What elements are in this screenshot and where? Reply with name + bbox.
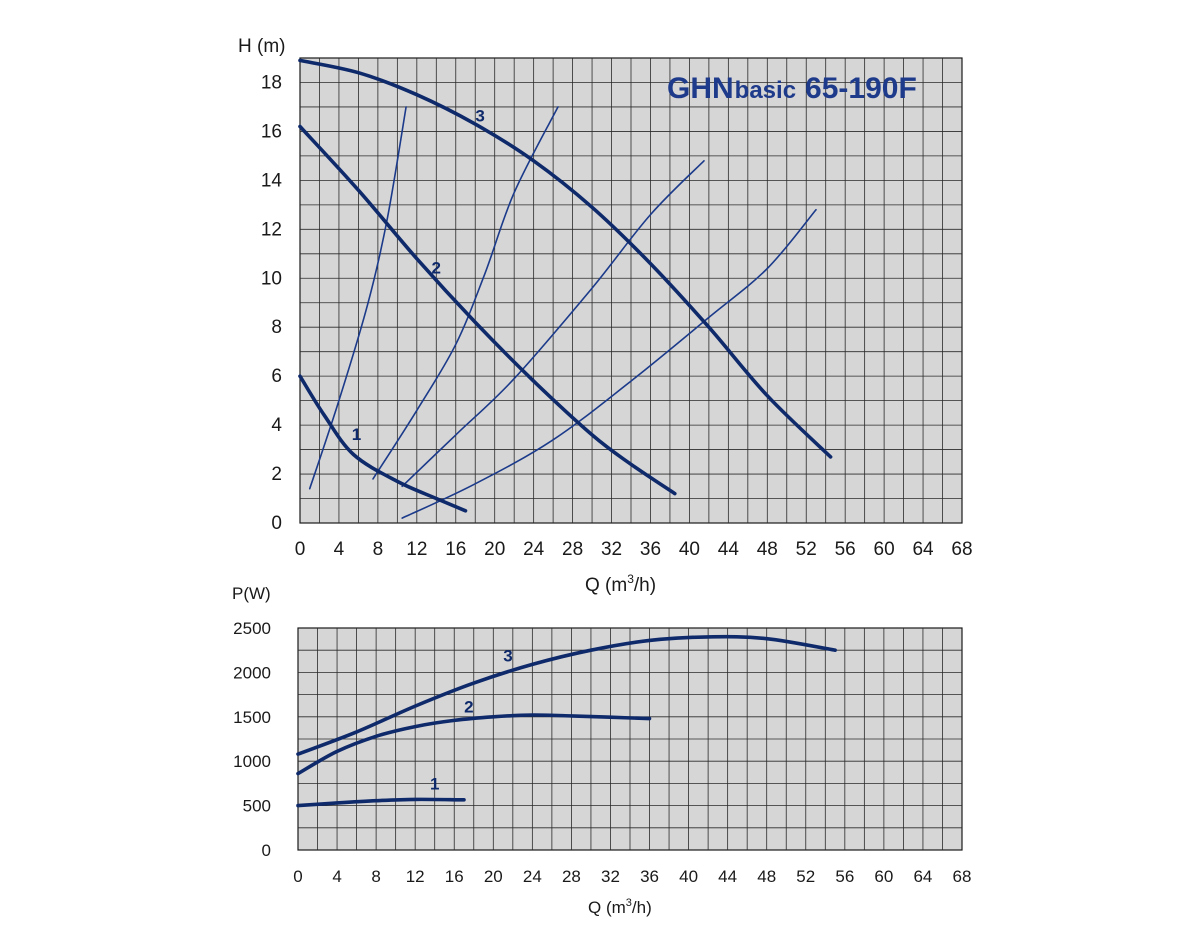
- power-grid: [298, 628, 962, 850]
- chart-title-model: 65-190F: [805, 72, 917, 105]
- x-tick-label: 8: [371, 867, 380, 886]
- power-x-axis-label-tail: /h): [632, 898, 652, 917]
- x-tick-label: 24: [523, 867, 542, 886]
- y-tick-label: 16: [261, 121, 282, 142]
- x-tick-label: 28: [562, 867, 581, 886]
- y-tick-label: 10: [261, 268, 282, 289]
- system-curve-2: [372, 106, 559, 480]
- power-curve-label-3: 3: [503, 647, 512, 666]
- y-tick-label: 18: [261, 72, 282, 93]
- x-tick-label: 20: [484, 539, 505, 560]
- system-curve-4: [401, 208, 817, 519]
- y-tick-label: 14: [261, 170, 283, 191]
- power-y-tick-labels: 0 500 1000 1500 2000 2500: [233, 619, 271, 860]
- head-x-axis-label-tail: /h): [634, 575, 656, 596]
- x-tick-label: 36: [640, 867, 659, 886]
- power-x-axis-label-sup: 3: [626, 897, 632, 909]
- x-tick-label: 20: [484, 867, 503, 886]
- x-tick-label: 12: [406, 867, 425, 886]
- head-y-axis-label: H (m): [238, 36, 285, 57]
- x-tick-label: 56: [835, 867, 854, 886]
- power-curves: [296, 634, 837, 808]
- x-tick-label: 40: [679, 539, 700, 560]
- y-tick-label: 4: [271, 415, 282, 436]
- x-tick-label: 44: [718, 867, 737, 886]
- head-x-tick-labels: 0 4 8 12 16 20 24 28 32 36 40 44 48 52 56 60 64 68: [295, 539, 973, 560]
- power-y-axis-label: P(W): [232, 584, 271, 603]
- x-tick-label: 64: [913, 867, 932, 886]
- power-x-axis-label: Q (m3/h): [588, 897, 652, 917]
- x-tick-label: 44: [718, 539, 740, 560]
- head-chart: 123 0 4 8 12 16 20 24 28 32 36 40 44 48 52 56 60 64 68 02…: [238, 36, 973, 596]
- y-tick-label: 2500: [233, 619, 271, 638]
- power-curve-label-2: 2: [464, 697, 473, 716]
- head-curves: [298, 58, 833, 513]
- power-curve-1: [296, 797, 466, 808]
- x-tick-label: 56: [835, 539, 856, 560]
- head-grid: [300, 58, 962, 523]
- x-tick-label: 8: [373, 539, 384, 560]
- power-curve-label-1: 1: [430, 775, 439, 794]
- x-tick-label: 16: [445, 539, 466, 560]
- y-tick-label: 0: [262, 841, 271, 860]
- head-curve-label-1: 1: [352, 425, 361, 444]
- system-curve-3: [401, 160, 705, 488]
- x-tick-label: 40: [679, 867, 698, 886]
- y-tick-label: 1000: [233, 752, 271, 771]
- head-y-tick-labels: 0 2 4 6 8 10 12 14 16 18: [261, 72, 283, 534]
- head-x-axis-label-text: Q (m: [585, 575, 627, 596]
- x-tick-label: 16: [445, 867, 464, 886]
- y-tick-label: 6: [271, 366, 282, 387]
- head-curve-label-2: 2: [432, 258, 441, 277]
- power-chart: 123 0 4 8 12 16 20 24 28 32 36 40 44 48 52 56 60 64 68 05…: [232, 584, 971, 917]
- y-tick-label: 2: [271, 464, 282, 485]
- chart-title-brand: GHN: [667, 72, 734, 105]
- x-tick-label: 52: [796, 867, 815, 886]
- x-tick-label: 32: [601, 867, 620, 886]
- y-tick-label: 12: [261, 219, 282, 240]
- head-curve-label-3: 3: [475, 107, 484, 126]
- x-tick-label: 4: [334, 539, 345, 560]
- power-curve-3: [296, 634, 837, 756]
- y-tick-label: 8: [271, 317, 282, 338]
- x-tick-label: 4: [332, 867, 341, 886]
- head-curve-2: [298, 124, 677, 496]
- y-tick-label: 500: [243, 797, 271, 816]
- x-tick-label: 24: [523, 539, 545, 560]
- x-tick-label: 0: [293, 867, 302, 886]
- power-curve-labels: 1 2 3: [430, 647, 513, 794]
- y-tick-label: 1500: [233, 708, 271, 727]
- chart-title: GHNbasic 65-190F: [667, 72, 917, 105]
- head-x-axis-label-sup: 3: [627, 572, 634, 586]
- power-curve-2: [296, 713, 652, 776]
- x-tick-label: 68: [953, 867, 972, 886]
- y-tick-label: 2000: [233, 663, 271, 682]
- head-curve-labels: 1 2 3: [352, 107, 485, 444]
- head-curve-3: [298, 58, 833, 459]
- power-x-tick-labels: 0 4 8 12 16 20 24 28 32 36 40 44 48 52 56 60 64 68: [293, 867, 971, 886]
- x-tick-label: 48: [757, 539, 778, 560]
- x-tick-label: 64: [912, 539, 934, 560]
- head-x-axis-label: Q (m3/h): [585, 572, 656, 596]
- x-tick-label: 68: [951, 539, 972, 560]
- x-tick-label: 12: [406, 539, 427, 560]
- x-tick-label: 52: [796, 539, 817, 560]
- y-tick-label: 0: [271, 513, 282, 534]
- x-tick-label: 48: [757, 867, 776, 886]
- x-tick-label: 28: [562, 539, 583, 560]
- power-x-axis-label-text: Q (m: [588, 898, 626, 917]
- x-tick-label: 36: [640, 539, 661, 560]
- x-tick-label: 0: [295, 539, 306, 560]
- chart-title-model-type: basic: [735, 77, 796, 104]
- x-tick-label: 32: [601, 539, 622, 560]
- x-tick-label: 60: [874, 867, 893, 886]
- x-tick-label: 60: [874, 539, 895, 560]
- head-curve-1: [298, 374, 468, 513]
